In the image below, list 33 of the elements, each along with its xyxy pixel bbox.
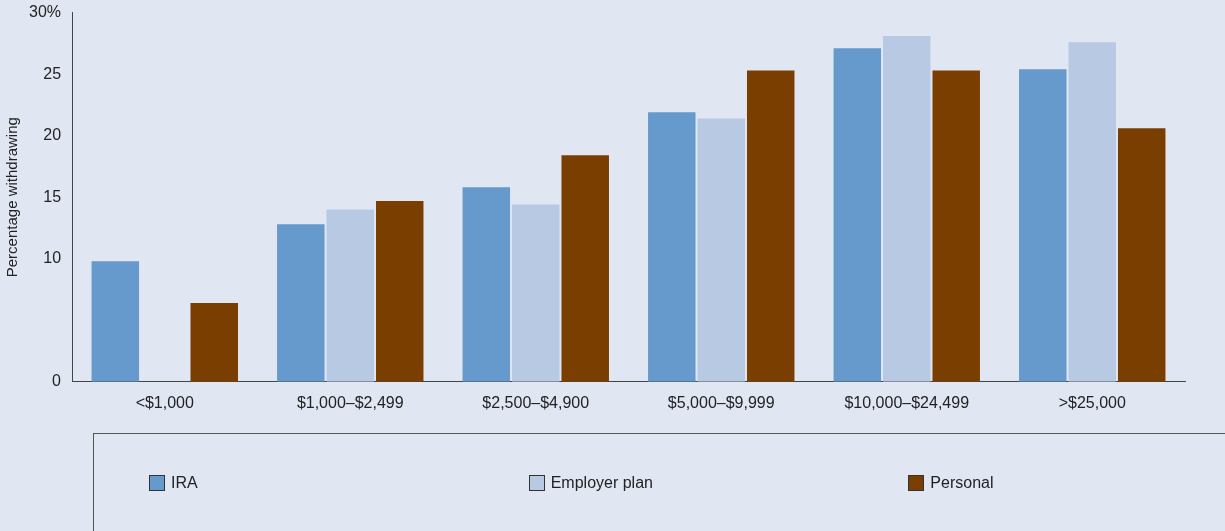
y-tick-label: 15 [43, 187, 62, 205]
bar [561, 155, 609, 382]
bar [1019, 69, 1067, 382]
y-axis-title: Percentage withdrawing [3, 117, 21, 278]
bar [91, 261, 140, 382]
bar [375, 200, 424, 382]
y-tick-label: 10 [43, 249, 62, 267]
bar [833, 48, 882, 382]
bar [1068, 42, 1116, 382]
x-tick-label: <$1,000 [135, 393, 195, 411]
bar [277, 224, 325, 382]
bar [932, 70, 980, 382]
y-tick-label: 20 [43, 126, 62, 144]
y-tick-label: 30% [28, 3, 62, 21]
bar [462, 187, 511, 382]
x-tick-label: $5,000–$9,999 [667, 393, 775, 411]
x-tick-label: $1,000–$2,499 [296, 393, 404, 411]
legend-label: Personal [929, 473, 995, 492]
bar [326, 209, 375, 382]
x-tick-label: >$25,000 [1058, 393, 1126, 411]
x-tick-label: $10,000–$24,499 [844, 393, 970, 411]
bar [883, 35, 931, 382]
legend-label: IRA [170, 473, 199, 492]
bar [648, 112, 696, 382]
bar [190, 303, 238, 382]
y-tick-label: 0 [52, 372, 62, 390]
bar [512, 204, 560, 382]
legend-label: Employer plan [549, 473, 654, 492]
y-tick-label: 25 [43, 64, 62, 82]
bar [697, 118, 745, 382]
x-tick-label: $2,500–$4,900 [482, 393, 590, 411]
bar [746, 70, 795, 382]
bar [1117, 128, 1166, 382]
